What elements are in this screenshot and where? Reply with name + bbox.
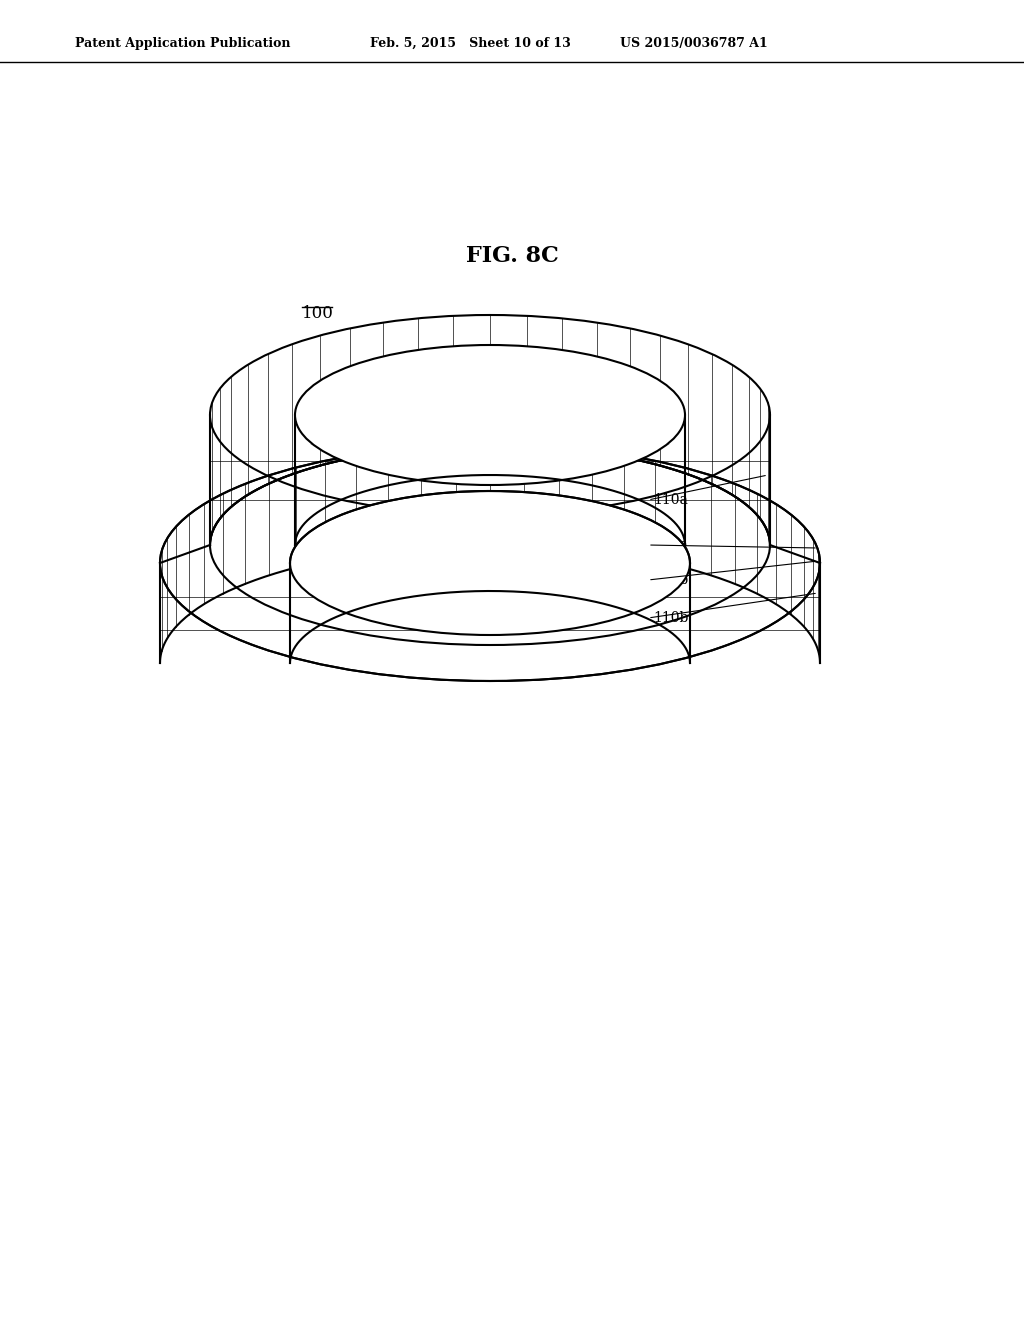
Text: 100: 100 [302,305,334,322]
Text: 120a: 120a [653,539,688,552]
Polygon shape [155,445,825,649]
Text: Feb. 5, 2015   Sheet 10 of 13: Feb. 5, 2015 Sheet 10 of 13 [370,37,570,50]
Text: US 2015/0036787 A1: US 2015/0036787 A1 [620,37,768,50]
Text: 110b: 110b [653,611,688,624]
Text: 120b: 120b [653,573,688,587]
Text: Patent Application Publication: Patent Application Publication [75,37,291,50]
Ellipse shape [290,491,690,635]
Ellipse shape [295,345,685,484]
Text: FIG. 8C: FIG. 8C [466,246,558,267]
Text: 110a: 110a [653,492,688,507]
